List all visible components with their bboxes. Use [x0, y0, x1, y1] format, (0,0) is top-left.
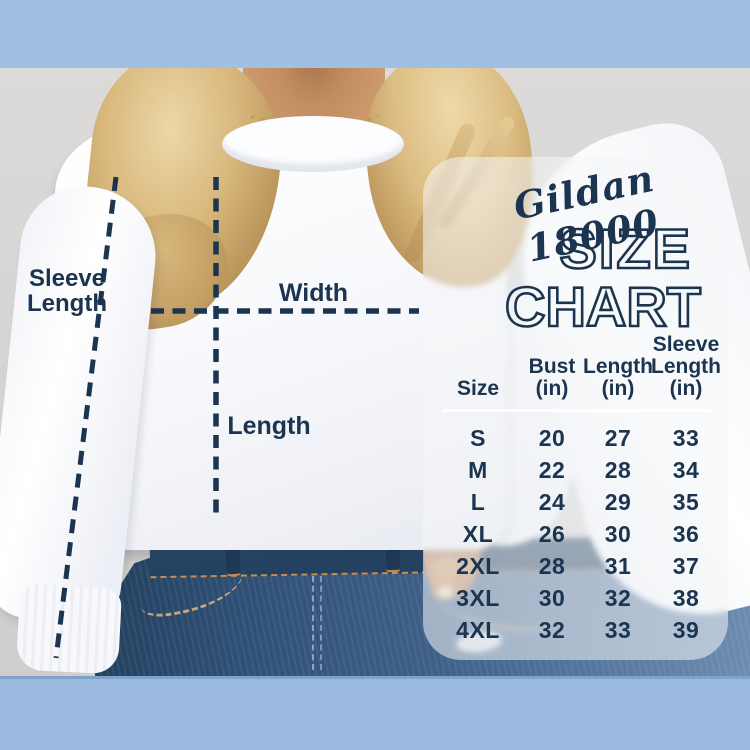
measurement-cell: 28 [604, 456, 632, 483]
sleeve-length-label: Sleeve Length [27, 265, 107, 317]
measurement-cell: 27 [604, 424, 632, 451]
table-header-cell: Length (in) [583, 355, 653, 400]
table-row: M 22 28 34 [436, 454, 720, 486]
table-header-cell: Sleeve Length (in) [651, 333, 721, 400]
measurement-cell: 33 [604, 616, 632, 643]
measurement-cell: 35 [672, 488, 700, 515]
size-cell: L [470, 488, 486, 515]
measurement-cell: 37 [672, 552, 700, 579]
size-cell: S [470, 424, 486, 451]
measurement-cell: 20 [538, 424, 566, 451]
table-row: 2XL 28 31 37 [436, 550, 720, 582]
bottom-frame-bar [0, 676, 750, 750]
jeans-fly-seam [312, 576, 322, 670]
size-cell: 2XL [456, 552, 500, 579]
measurement-cell: 39 [672, 616, 700, 643]
measurement-cell: 32 [604, 584, 632, 611]
measurement-cell: 34 [672, 456, 700, 483]
measurement-cell: 32 [538, 616, 566, 643]
size-table-header: Size Bust (in) Length (in) Sleeve Length (in) [436, 333, 721, 408]
top-frame-bar [0, 0, 750, 68]
size-title-word: SIZE [558, 217, 692, 280]
table-header-cell: Size [456, 377, 500, 400]
table-header-cell: Bust (in) [528, 355, 576, 400]
table-row: S 20 27 33 [436, 422, 720, 454]
size-chart-panel [423, 157, 728, 660]
size-cell: M [468, 456, 488, 483]
table-row: L 24 29 35 [436, 486, 720, 518]
measurement-cell: 24 [538, 488, 566, 515]
measurement-cell: 30 [538, 584, 566, 611]
sweatshirt-cuff [15, 583, 123, 675]
measurement-cell: 30 [604, 520, 632, 547]
size-cell: 3XL [456, 584, 500, 611]
measurement-cell: 22 [538, 456, 566, 483]
measurement-cell: 26 [538, 520, 566, 547]
size-cell: 4XL [456, 616, 500, 643]
sweatshirt-collar [222, 116, 404, 172]
measurement-cell: 36 [672, 520, 700, 547]
measurement-cell: 38 [672, 584, 700, 611]
table-row: XL 26 30 36 [436, 518, 720, 550]
size-table-body: S 20 27 33 M 22 28 34 L 24 29 35 XL 26 30 36 2XL 28 31 37 3X… [436, 422, 720, 646]
chart-title-word: CHART [504, 275, 703, 338]
width-label: Width [278, 279, 349, 307]
table-row: 3XL 30 32 38 [436, 582, 720, 614]
length-label: Length [227, 412, 311, 440]
measurement-cell: 31 [604, 552, 632, 579]
measurement-cell: 33 [672, 424, 700, 451]
size-cell: XL [462, 520, 494, 547]
table-row: 4XL 32 33 39 [436, 614, 720, 646]
measurement-cell: 28 [538, 552, 566, 579]
table-header-divider [442, 409, 714, 412]
measurement-cell: 29 [604, 488, 632, 515]
